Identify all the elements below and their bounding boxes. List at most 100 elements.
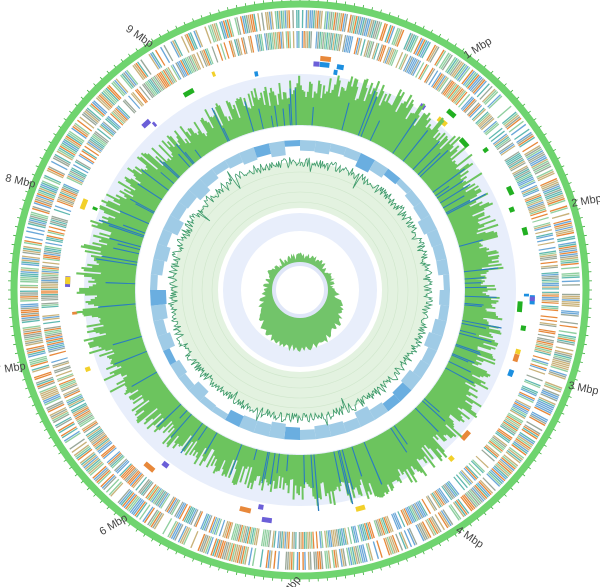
feature-block: [143, 461, 156, 473]
block-ring: [424, 332, 443, 351]
tracks: [8, 0, 592, 582]
feature-block: [446, 108, 457, 119]
scale-label: 4 Mbp: [453, 524, 485, 551]
block-ring: [157, 229, 173, 247]
feature-block: [239, 506, 252, 514]
feature-block: [506, 185, 515, 196]
inner-background: [223, 213, 377, 367]
block-ring: [153, 243, 171, 262]
feature-block: [516, 301, 523, 313]
block-ring: [369, 402, 389, 420]
block-ring: [284, 426, 300, 440]
feature-block: [447, 455, 455, 462]
block-ring: [431, 318, 447, 337]
block-ring: [157, 332, 175, 351]
block-ring: [443, 274, 450, 290]
feature-block: [79, 198, 89, 210]
block-ring: [253, 143, 272, 158]
block-ring: [150, 258, 165, 276]
block-ring: [268, 140, 286, 158]
block-ring: [436, 258, 450, 276]
scale-label: 1 Mbp: [462, 35, 494, 61]
block-ring: [284, 140, 300, 147]
block-ring: [417, 215, 437, 235]
block-ring: [400, 369, 422, 391]
feature-block: [92, 206, 98, 211]
block-ring: [404, 189, 422, 208]
line-background: [172, 162, 428, 418]
feature-block: [458, 137, 470, 149]
scale-label: 3 Mbp: [567, 380, 599, 398]
block-ring: [150, 304, 168, 322]
block-ring: [188, 381, 209, 402]
block-ring: [355, 153, 375, 173]
block-ring: [253, 420, 272, 437]
block-ring: [150, 290, 167, 306]
block-ring: [354, 406, 375, 427]
feature-block: [460, 429, 471, 441]
block-ring: [421, 347, 437, 365]
block-ring: [329, 143, 347, 156]
ring-ticks: [8, 0, 592, 582]
line-plot: [167, 157, 434, 426]
feature-block: [512, 353, 520, 363]
feature-block: [320, 55, 332, 62]
feature-block: [257, 504, 264, 510]
feature-block: [261, 516, 273, 524]
block-ring: [199, 396, 217, 412]
block-ring: [300, 429, 316, 440]
block-ring: [314, 140, 332, 155]
feature-block: [482, 146, 489, 154]
block-ring: [239, 147, 258, 165]
feature-block: [355, 504, 366, 512]
feature-block: [529, 296, 535, 302]
block-ring: [163, 215, 184, 236]
block-ring: [396, 178, 412, 194]
block-ring: [170, 359, 188, 379]
scale-label: 2 Mbp: [570, 193, 600, 210]
block-ring: [343, 417, 361, 433]
feature-block: [521, 226, 529, 236]
block-ring: [150, 274, 158, 290]
feature-block: [161, 460, 170, 469]
block-ring: [392, 382, 412, 402]
block-ring: [153, 319, 168, 337]
feature-block: [84, 366, 91, 373]
feature-block: [182, 87, 195, 98]
block-ring: [432, 243, 447, 261]
feature-block: [333, 69, 338, 76]
block-ring: [178, 373, 195, 391]
block-ring: [163, 348, 177, 365]
block-ring: [239, 415, 258, 433]
feature-block: [65, 276, 71, 285]
block-ring: [225, 153, 244, 169]
scale-label: 8 Mbp: [4, 172, 36, 190]
block-ring: [383, 168, 401, 185]
line-grid: [211, 201, 389, 379]
block-ring: [170, 201, 187, 221]
scale-label: 7 Mbp: [0, 360, 27, 377]
block-ring: [328, 421, 347, 437]
feature-block: [520, 325, 527, 332]
block-ring: [300, 140, 316, 152]
feature-block: [514, 348, 521, 355]
feature-block: [319, 61, 330, 68]
feature-block: [141, 118, 152, 129]
block-ring: [268, 421, 286, 440]
line-grid: [181, 171, 419, 409]
block-ring: [438, 304, 450, 322]
block-ring: [178, 189, 197, 209]
block-ring: [343, 147, 361, 162]
block-ring: [199, 168, 219, 188]
feature-block: [507, 369, 515, 378]
outer-ring: [10, 0, 590, 580]
block-ring: [413, 201, 430, 221]
feature-block: [151, 121, 158, 128]
scale-label: 6 Mbp: [97, 512, 129, 538]
block-ring: [211, 160, 230, 176]
block-ring: [426, 229, 443, 248]
block-ring: [314, 424, 332, 440]
center-hole: [272, 262, 328, 318]
line-grid: [191, 181, 409, 399]
